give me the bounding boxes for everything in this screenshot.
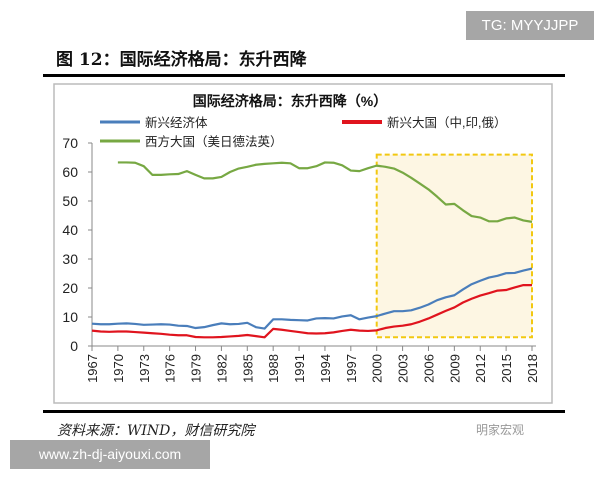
watermark-logo: 明家宏观 [476,423,525,437]
series-lines [91,161,533,339]
x-tick-label: 1973 [137,354,152,383]
x-tick-label: 2012 [473,354,488,383]
y-tick-label: 20 [62,280,78,296]
x-tick-label: 2018 [525,354,540,383]
highlight-region [375,153,533,339]
y-tick-label: 50 [62,193,78,209]
y-tick-label: 70 [62,135,78,151]
x-tick-label: 1985 [240,354,255,383]
x-tick-label: 2006 [421,354,436,383]
site-banner: www.zh-dj-aiyouxi.com [10,440,210,469]
series-line-1 [91,284,532,339]
y-tick-label: 30 [62,251,78,267]
x-tick-label: 1979 [189,354,204,383]
x-tick-label: 1970 [111,354,126,383]
x-tick-label: 2000 [370,354,385,383]
series-line-2 [117,161,533,223]
axes: 0 10 20 30 40 50 60 70 1967 1970 1973 1976 1979 1982 1… [62,135,540,383]
source-rule [43,410,565,413]
top-watermark-badge: TG: MYYJJPP [466,11,594,40]
y-tick-label: 60 [62,164,78,180]
highlight-box [375,153,533,339]
source-note: 资料来源：WIND，财信研究院 [57,423,255,439]
legend-label-2: 西方大国（美日德法英） [145,134,283,149]
x-tick-label: 1976 [163,354,178,383]
x-tick-label: 1982 [214,354,229,383]
y-tick-label: 10 [62,309,78,325]
legend: 新兴经济体 新兴大国（中,印,俄） 西方大国（美日德法英） [100,115,506,149]
chart-title: 国际经济格局：东升西降（%） [193,93,387,109]
x-tick-label: 1991 [292,354,307,383]
y-tick-label: 0 [70,338,78,354]
x-tick-label: 1994 [318,354,333,383]
legend-label-1: 新兴大国（中,印,俄） [387,115,506,130]
title-rule [43,74,565,77]
x-tick-label: 2003 [396,354,411,383]
series-line-0 [91,267,533,330]
figure-title: 图 12：国际经济格局：东升西降 [56,50,307,70]
y-tick-label: 40 [62,222,78,238]
x-tick-label: 2009 [447,354,462,383]
x-tick-label: 2015 [499,354,514,383]
legend-label-0: 新兴经济体 [145,115,208,130]
x-tick-label: 1988 [266,354,281,383]
x-tick-label: 1967 [85,354,100,383]
x-tick-label: 1997 [344,354,359,383]
